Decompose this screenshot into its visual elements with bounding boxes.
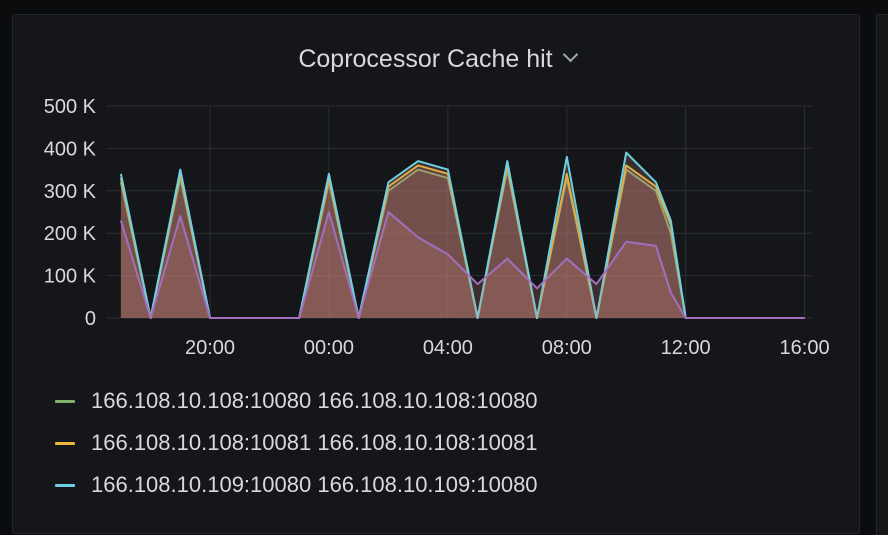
y-tick-label: 0 [85,308,96,330]
series-area-1 [120,169,805,318]
x-axis: 20:00 00:00 04:00 08:00 12:00 16:00 [185,337,830,359]
y-tick-label: 400 K [44,138,97,160]
adjacent-panel-edge [876,14,888,535]
x-tick-label: 00:00 [304,337,354,359]
panel-title[interactable]: Coprocessor Cache hit [298,45,553,73]
series-area-3 [120,152,805,318]
x-tick-label: 12:00 [661,337,711,359]
chart-svg: 0 100 K 200 K 300 K 400 K 500 K 20:00 00:00 04:… [44,96,830,359]
legend-label[interactable]: 166.108.10.108:10081 166.108.10.108:1008… [91,430,538,455]
y-tick-label: 200 K [44,223,97,245]
series-areas [119,151,805,319]
series-area-4 [120,212,805,318]
legend-swatch [55,441,75,445]
legend-item[interactable]: 166.108.10.108:10081 166.108.10.108:1008… [55,422,538,464]
legend-item[interactable]: 166.108.10.108:10080 166.108.10.108:1008… [55,380,538,422]
x-tick-label: 16:00 [780,337,830,359]
legend: 166.108.10.108:10080 166.108.10.108:1008… [55,380,538,506]
legend-label[interactable]: 166.108.10.109:10080 166.108.10.109:1008… [91,472,538,497]
x-tick-label: 08:00 [542,337,592,359]
legend-swatch [55,399,75,403]
y-tick-label: 100 K [44,266,97,288]
x-tick-label: 04:00 [423,337,473,359]
y-tick-label: 300 K [44,181,97,203]
x-tick-label: 20:00 [185,337,235,359]
y-tick-label: 500 K [44,96,97,118]
legend-label[interactable]: 166.108.10.108:10080 166.108.10.108:1008… [91,388,538,413]
y-axis: 0 100 K 200 K 300 K 400 K 500 K [44,96,97,330]
chart-panel: Coprocessor Cache hit [12,14,860,534]
panel-header[interactable]: Coprocessor Cache hit [13,45,861,74]
legend-swatch [55,483,75,487]
series-line-4 [119,211,805,319]
series-area-2 [120,165,805,318]
legend-item[interactable]: 166.108.10.109:10080 166.108.10.109:1008… [55,464,538,506]
